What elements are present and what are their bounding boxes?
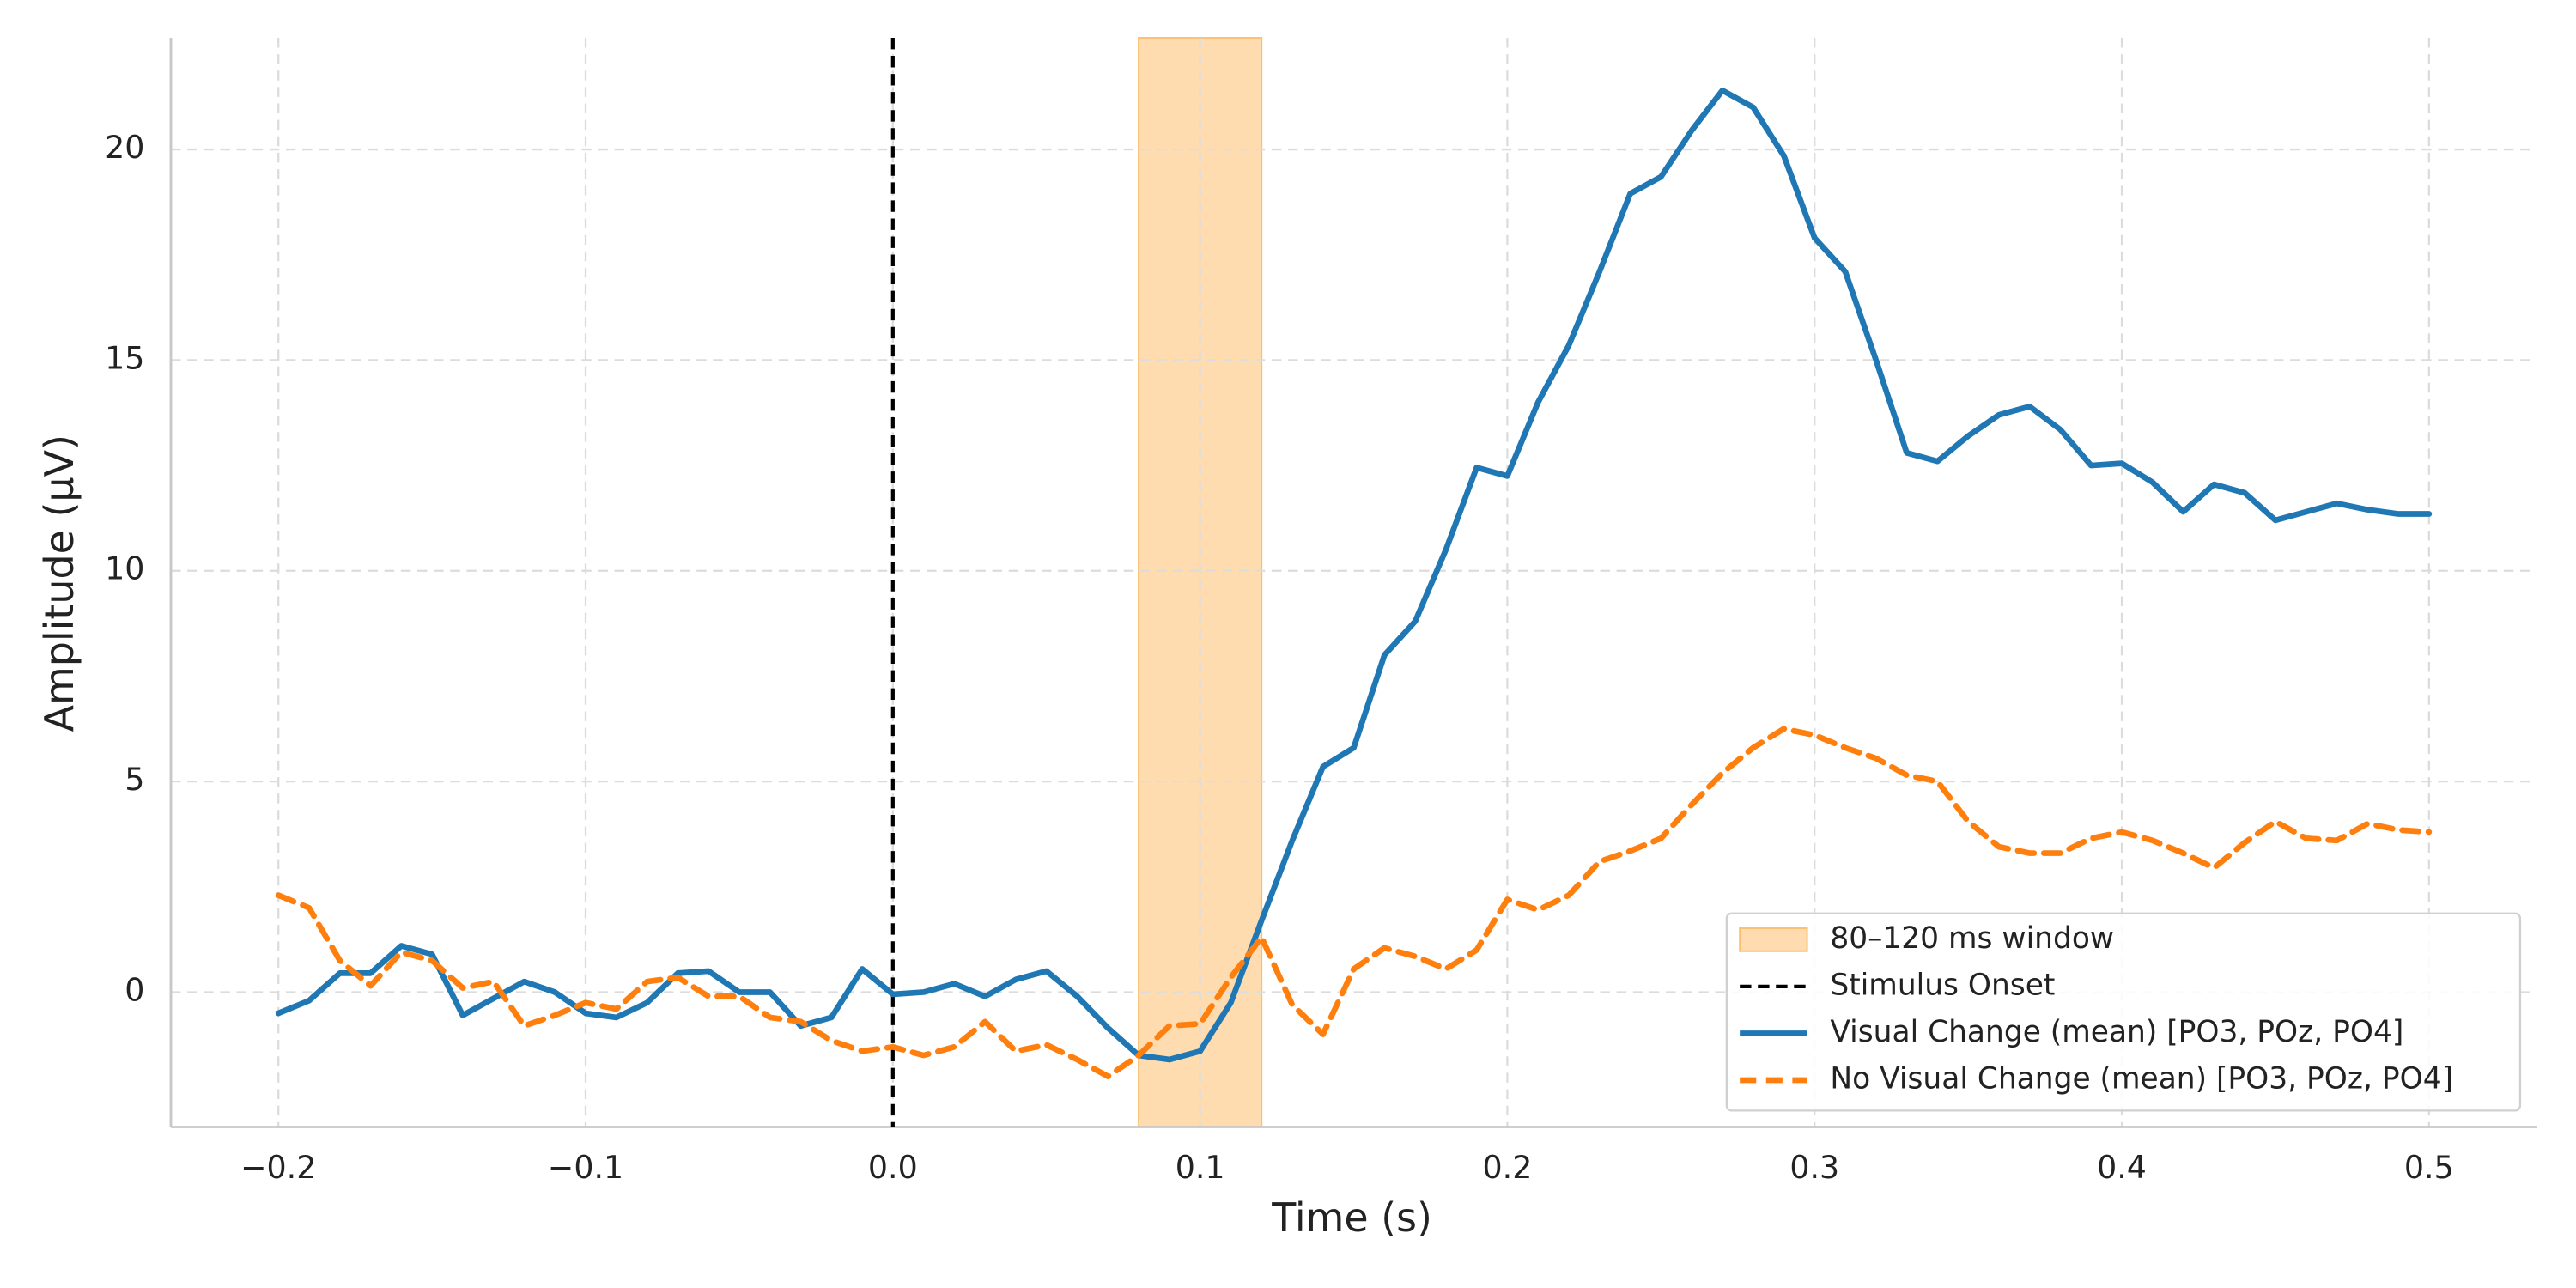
legend-box: [1725, 912, 2522, 1112]
y-tick-label: 20: [105, 129, 144, 166]
data-line: [275, 726, 2433, 1079]
legend-label: Visual Change (mean) [PO3, POz, PO4]: [1830, 1015, 2403, 1049]
x-axis-label: Time (s): [1271, 1194, 1432, 1241]
legend-label: 80–120 ms window: [1830, 921, 2114, 956]
y-tick-label: 10: [105, 550, 144, 587]
y-axis-label: Amplitude (µV): [36, 434, 82, 732]
legend-label: Stimulus Onset: [1830, 968, 2055, 1002]
data-line: [275, 87, 2433, 1063]
legend-label: No Visual Change (mean) [PO3, POz, PO4]: [1830, 1061, 2453, 1096]
x-tick-label: 0.1: [1176, 1149, 1225, 1186]
y-tick-label: 15: [105, 339, 144, 376]
x-tick-label: 0.0: [868, 1149, 918, 1186]
x-tick-label: −0.1: [548, 1149, 623, 1186]
y-tick-label: 0: [125, 971, 144, 1008]
x-tick-label: 0.2: [1483, 1149, 1533, 1186]
x-tick-label: 0.5: [2404, 1149, 2454, 1186]
x-tick-label: 0.3: [1789, 1149, 1839, 1186]
x-tick-label: 0.4: [2097, 1149, 2147, 1186]
x-tick-label: −0.2: [240, 1149, 316, 1186]
y-tick-label: 5: [125, 761, 144, 798]
legend-swatch: [1739, 927, 1808, 952]
